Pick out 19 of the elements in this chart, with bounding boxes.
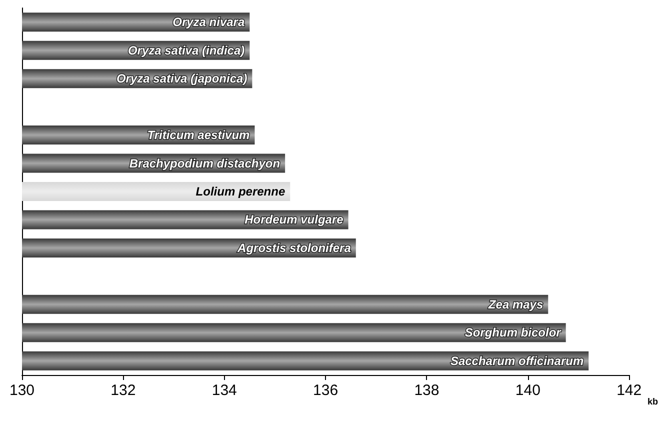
y-tick-label: Oryza nivara xyxy=(172,15,245,30)
y-tick-label: Agrostis stolonifera xyxy=(236,240,352,255)
y-tick-label: Oryza sativa (japonica) xyxy=(116,72,248,86)
y-tick-label: Oryza sativa (indica) xyxy=(128,43,245,58)
x-tick-label: 142 xyxy=(616,382,642,399)
x-tick-label: 134 xyxy=(212,382,237,399)
x-tick-label: 130 xyxy=(9,382,35,399)
y-tick-label: Sorghum bicolor xyxy=(464,326,562,340)
x-tick-label: 138 xyxy=(414,382,440,399)
y-tick-label: Triticum aestivum xyxy=(147,128,250,142)
y-tick-label: Saccharum officinarum xyxy=(450,354,584,368)
y-tick-label: Brachypodium distachyon xyxy=(129,156,280,170)
y-tick-label: Lolium perenne xyxy=(196,184,286,198)
x-tick-label: 136 xyxy=(313,382,338,399)
y-tick-label: Hordeum vulgare xyxy=(244,212,344,227)
x-axis-title: kb xyxy=(647,396,658,406)
x-tick-label: 132 xyxy=(110,382,136,399)
x-tick-label: 140 xyxy=(515,382,540,399)
y-tick-label: Zea mays xyxy=(487,297,544,312)
